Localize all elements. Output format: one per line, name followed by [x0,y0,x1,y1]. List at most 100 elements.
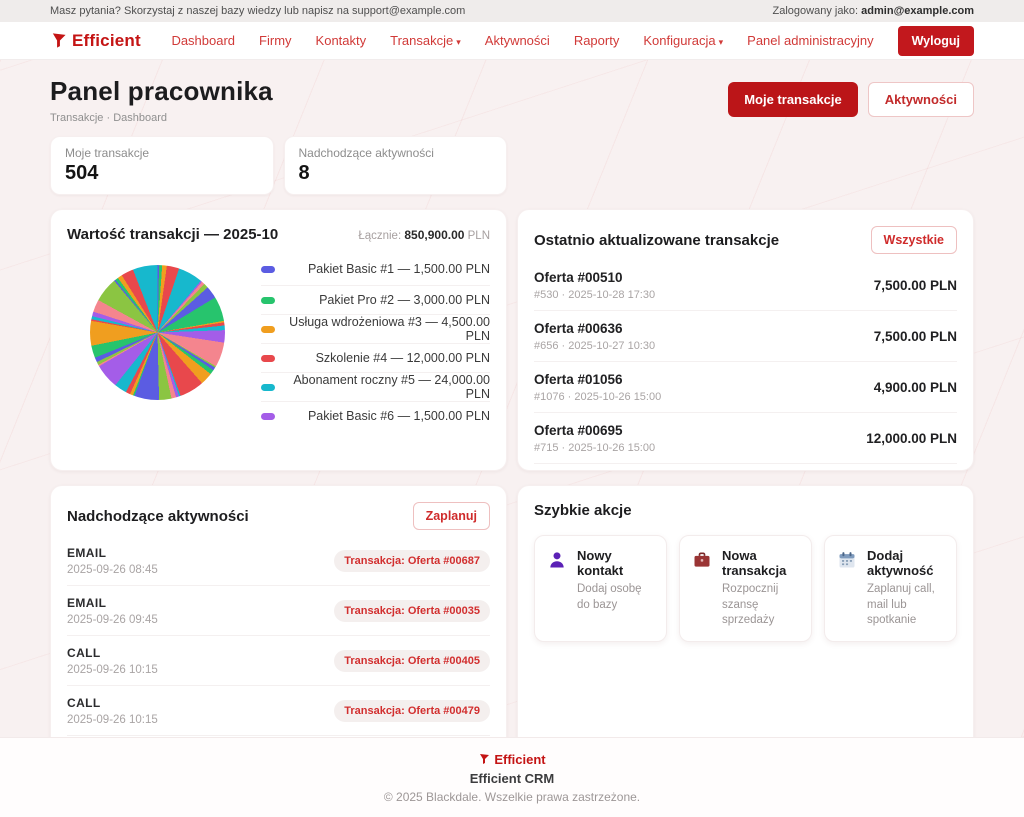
nav-item-konfiguracja[interactable]: Konfiguracja ▾ [643,33,723,48]
activity-transaction-badge[interactable]: Transakcja: Oferta #00035 [334,600,490,622]
activity-row: EMAIL 2025-09-26 08:45 Transakcja: Oferta… [67,536,490,586]
stat-value: 8 [298,162,310,184]
transaction-row[interactable]: Oferta #00749#769 · 2025-10-26 14:30 12,… [534,464,957,470]
legend-item: Abonament roczny #5 — 24,000.00 PLN [261,373,490,402]
recent-transactions-title: Ostatnio aktualizowane transakcje [534,231,780,249]
my-transactions-button[interactable]: Moje transakcje [728,82,858,117]
transactions-list: Oferta #00510 #530 · 2025-10-28 17:30 7,5… [534,260,957,470]
page-actions: Moje transakcje Aktywności [728,82,974,117]
nav-item-transakcje-label: Transakcje [390,33,454,48]
quick-action-title: Dodaj aktywność [867,548,934,578]
nav-item-firmy[interactable]: Firmy [259,33,292,48]
support-help-text: Masz pytania? Skorzystaj z naszej bazy w… [50,5,466,17]
chevron-down-icon: ▾ [718,37,724,47]
transactions-value-chart-card: Wartość transakcji — 2025-10 Łącznie: 85… [50,209,507,471]
quick-actions-title: Szybkie akcje [534,502,632,519]
transaction-row[interactable]: Oferta #01056 #1076 · 2025-10-26 15:00 4,… [534,362,957,413]
footer-app-name: Efficient CRM [469,770,555,786]
activity-transaction-badge[interactable]: Transakcja: Oferta #00687 [334,550,490,572]
legend-dot [261,383,275,391]
chart-card-title: Wartość transakcji — 2025-10 [67,226,279,243]
transaction-amount: 7,500.00 PLN [873,278,957,293]
activities-button[interactable]: Aktywności [867,82,974,117]
chevron-down-icon: ▾ [456,37,461,47]
chart-total-currency: PLN [467,229,490,242]
legend-dot [261,265,275,273]
transaction-row[interactable]: Oferta #00636 #656 · 2025-10-27 10:30 7,5… [534,311,957,362]
nav-item-aktywnosci[interactable]: Aktywności [484,33,550,48]
transaction-name: Oferta #00636 [534,321,623,336]
breadcrumb-current: Dashboard [113,112,168,124]
transaction-name: Oferta #01056 [534,372,623,387]
activity-row: CALL 2025-09-26 10:15 Transakcja: Oferta … [67,686,490,736]
quick-action-add-activity[interactable]: Dodaj aktywność Zaplanuj call, mail lub … [824,535,957,642]
chart-body: Pakiet Basic #1 — 1,500.00 PLN Pakiet Pr… [67,257,490,423]
schedule-button[interactable]: Zaplanuj [412,502,490,530]
breadcrumb-separator: · [106,112,111,124]
quick-actions-tiles: Nowy kontakt Dodaj osobę do bazy Nowa tr… [534,535,957,642]
transaction-row[interactable]: Oferta #00510 #530 · 2025-10-28 17:30 7,5… [534,260,957,311]
brand-name: Efficient [72,30,141,50]
transaction-name: Oferta #00695 [534,423,623,438]
legend-dot [261,325,275,333]
calendar-icon [839,552,855,568]
nav-item-panel-administracyjny[interactable]: Panel administracyjny [747,33,874,48]
legend-item: Pakiet Basic #1 — 1,500.00 PLN [261,257,490,286]
logout-button[interactable]: Wyloguj [897,25,974,56]
stat-label: Nadchodzące aktywności [298,146,434,160]
upcoming-activities-card: Nadchodzące aktywności Zaplanuj EMAIL 202… [50,485,507,737]
upcoming-activities-title: Nadchodzące aktywności [67,507,249,525]
footer-brand-name: Efficient [494,751,546,767]
legend-dot [261,412,275,420]
transaction-meta: #715 · 2025-10-26 15:00 [534,442,656,454]
top-utility-bar: Masz pytania? Skorzystaj z naszej bazy w… [0,0,1024,22]
main-content: Panel pracownika Transakcje · Dashboard … [0,60,1024,737]
logged-in-info: Zalogowany jako: admin@example.com [773,5,975,17]
quick-action-new-contact[interactable]: Nowy kontakt Dodaj osobę do bazy [534,535,667,642]
activity-type: CALL [67,646,101,660]
activity-type: CALL [67,696,101,710]
activity-type: EMAIL [67,546,107,560]
activity-transaction-badge[interactable]: Transakcja: Oferta #00405 [334,650,490,672]
stat-card-my-transactions: Moje transakcje 504 [50,136,274,195]
activity-datetime: 2025-09-26 10:15 [67,664,158,676]
activity-transaction-badge[interactable]: Transakcja: Oferta #00479 [334,700,490,722]
stat-label: Moje transakcje [65,146,150,160]
quick-action-title: Nowy kontakt [577,548,624,578]
brand-logo[interactable]: Efficient [50,31,141,51]
briefcase-icon [694,552,710,567]
page-title: Panel pracownika [50,76,273,106]
page-header: Panel pracownika Transakcje · Dashboard … [50,76,974,124]
transaction-meta: #1076 · 2025-10-26 15:00 [534,391,662,403]
nav-item-kontakty[interactable]: Kontakty [315,33,367,48]
activities-list: EMAIL 2025-09-26 08:45 Transakcja: Oferta… [67,536,490,737]
legend-label: Pakiet Pro #2 — 3,000.00 PLN [319,293,490,307]
stats-row: Moje transakcje 504 Nadchodzące aktywnoś… [50,136,974,195]
legend-dot [261,354,275,362]
nav-item-konfiguracja-label: Konfiguracja [643,33,716,48]
nav-item-raporty[interactable]: Raporty [573,33,620,48]
legend-item: Szkolenie #4 — 12,000.00 PLN [261,344,490,373]
brand-logo-icon [480,754,490,764]
quick-action-new-transaction[interactable]: Nowa transakcja Rozpocznij szansę sprzed… [679,535,812,642]
nav-item-dashboard[interactable]: Dashboard [171,33,236,48]
all-transactions-button[interactable]: Wszystkie [870,226,957,254]
logged-in-label: Zalogowany jako: [772,5,859,17]
pie-chart [89,265,225,400]
transaction-amount: 7,500.00 PLN [873,329,957,344]
legend-label: Pakiet Basic #1 — 1,500.00 PLN [307,262,490,276]
stat-value: 504 [65,162,99,184]
quick-action-subtitle: Dodaj osobę do bazy [577,583,642,611]
transaction-meta: #530 · 2025-10-28 17:30 [534,289,656,301]
legend-item: Pakiet Basic #6 — 1,500.00 PLN [261,402,490,423]
quick-action-subtitle: Rozpocznij szansę sprzedaży [722,583,779,627]
breadcrumb-transakcje[interactable]: Transakcje [50,112,104,124]
nav-item-transakcje[interactable]: Transakcje ▾ [390,33,461,48]
transaction-row[interactable]: Oferta #00695 #715 · 2025-10-26 15:00 12,… [534,413,957,464]
legend-label: Abonament roczny #5 — 24,000.00 PLN [293,373,490,401]
legend-item: Pakiet Pro #2 — 3,000.00 PLN [261,286,490,315]
person-icon [550,552,564,568]
page-footer: Efficient Efficient CRM © 2025 Blackdale… [0,737,1024,817]
activity-datetime: 2025-09-26 08:45 [67,564,158,576]
